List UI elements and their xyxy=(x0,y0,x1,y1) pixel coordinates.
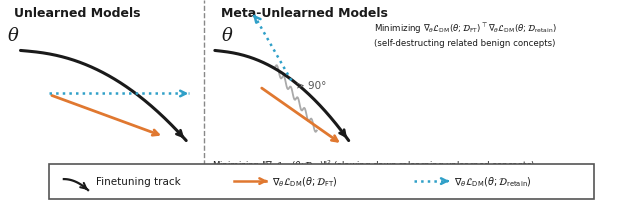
Text: θ: θ xyxy=(221,27,232,45)
FancyBboxPatch shape xyxy=(49,164,594,199)
Text: Minimizing $\|\nabla_{\theta}\mathcal{L}_{\mathrm{DM}}\left(\theta;\mathcal{D}_{: Minimizing $\|\nabla_{\theta}\mathcal{L}… xyxy=(212,158,535,173)
Text: Meta-Unlearned Models: Meta-Unlearned Models xyxy=(221,7,388,20)
Text: $\nabla_{\theta}\mathcal{L}_{\mathrm{DM}}\left(\theta;\mathcal{D}_{\mathrm{retai: $\nabla_{\theta}\mathcal{L}_{\mathrm{DM}… xyxy=(454,174,531,188)
Text: Unlearned Models: Unlearned Models xyxy=(14,7,141,20)
Text: Minimizing $\nabla_{\theta}\mathcal{L}_{\mathrm{DM}}\left(\theta;\mathcal{D}_{\m: Minimizing $\nabla_{\theta}\mathcal{L}_{… xyxy=(374,21,557,48)
Text: > 90°: > 90° xyxy=(296,81,327,91)
Text: $\nabla_{\theta}\mathcal{L}_{\mathrm{DM}}\left(\theta;\mathcal{D}_{\mathrm{FT}}\: $\nabla_{\theta}\mathcal{L}_{\mathrm{DM}… xyxy=(272,174,338,188)
Text: θ: θ xyxy=(8,27,19,45)
Text: Finetuning track: Finetuning track xyxy=(96,176,180,186)
